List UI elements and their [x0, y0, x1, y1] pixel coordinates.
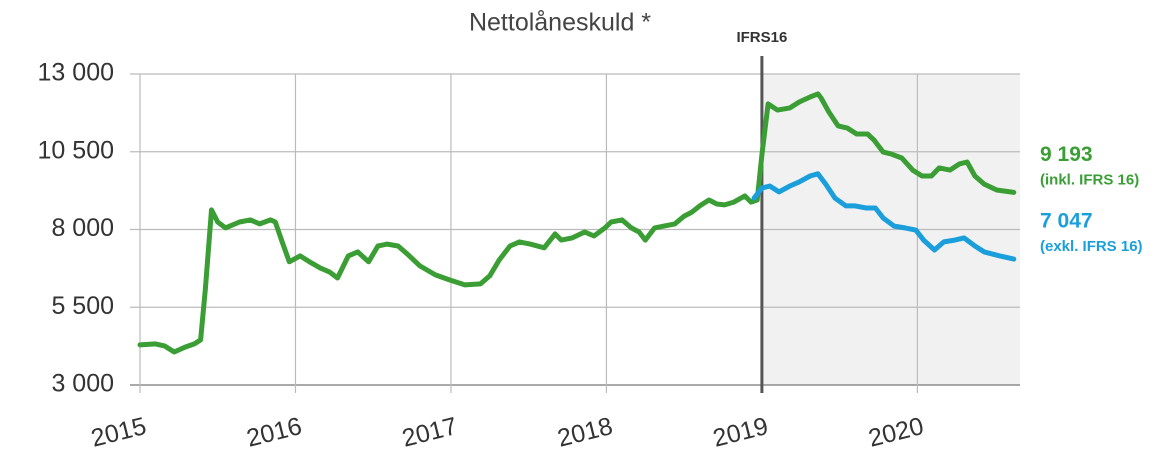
end-sublabel: (exkl. IFRS 16) — [1040, 238, 1143, 255]
x-tick-label: 2017 — [399, 412, 460, 453]
y-tick-label: 8 000 — [51, 214, 114, 242]
x-tick-label: 2020 — [866, 412, 927, 453]
x-tick-label: 2015 — [88, 412, 149, 453]
x-tick-label: 2019 — [710, 412, 771, 453]
line — [751, 171, 1017, 262]
y-tick-label: 5 500 — [51, 292, 114, 320]
y-tick-label: 3 000 — [51, 370, 114, 398]
y-tick-label: 13 000 — [38, 59, 114, 87]
end-sublabel: (inkl. IFRS 16) — [1040, 171, 1139, 188]
y-tick-label: 10 500 — [38, 136, 114, 164]
x-tick-label: 2016 — [244, 412, 305, 453]
end-label: 9 193 — [1040, 143, 1093, 166]
x-tick-label: 2018 — [555, 412, 616, 453]
end-label: 7 047 — [1040, 210, 1093, 233]
marker-label: IFRS16 — [736, 29, 787, 46]
line — [137, 91, 1017, 355]
chart-title: Nettolåneskuld * — [469, 9, 651, 37]
